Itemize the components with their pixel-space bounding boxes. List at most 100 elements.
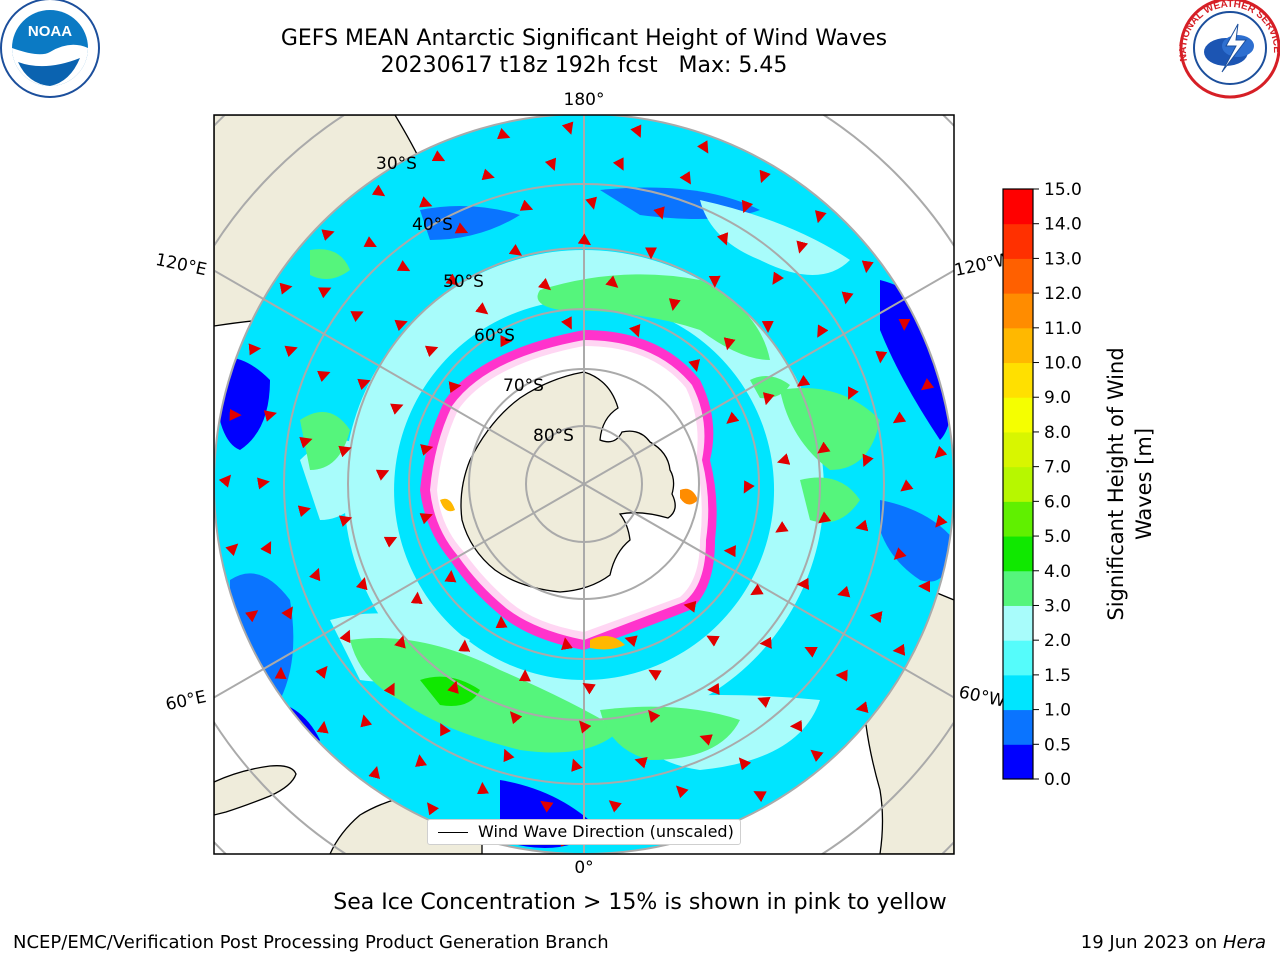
wind-wave-arrow: [855, 519, 869, 532]
wind-wave-arrow: [458, 639, 471, 652]
wind-wave-arrow: [624, 635, 638, 647]
colorbar-tick-label: 3.0: [1044, 596, 1071, 616]
colorbar-tick-label: 6.0: [1044, 492, 1071, 512]
lat-label-30s: 30°S: [376, 154, 417, 174]
wind-wave-arrow: [935, 514, 948, 528]
wind-wave-arrow: [355, 577, 368, 591]
wind-wave-arrow: [892, 643, 906, 656]
lat-label-40s: 40°S: [412, 215, 453, 235]
wind-wave-arrow: [424, 345, 439, 357]
wind-wave-arrow: [723, 337, 736, 351]
wind-wave-arrow: [648, 709, 661, 723]
wind-wave-arrow: [284, 345, 298, 358]
wind-wave-arrow: [759, 636, 772, 649]
wind-wave-arrow: [383, 682, 395, 697]
wind-wave-arrow: [706, 635, 720, 647]
noaa-logo: NOAA: [0, 0, 100, 98]
wind-wave-arrow: [454, 222, 469, 234]
wind-wave-arrow: [814, 210, 827, 224]
noaa-logo-text: NOAA: [28, 23, 72, 40]
colorbar-segment: [1003, 189, 1033, 225]
wind-wave-arrow: [772, 271, 784, 285]
wind-wave-arrow: [561, 121, 574, 135]
colorbar-tick-label: 0.0: [1044, 770, 1071, 790]
colorbar-segment: [1003, 293, 1033, 329]
wind-wave-arrow: [900, 479, 914, 492]
wind-wave-arrow: [481, 168, 495, 181]
colorbar-segment: [1003, 327, 1033, 364]
wind-wave-arrow: [750, 583, 764, 596]
colorbar-label-line1: Significant Height of Wind: [1104, 347, 1128, 620]
wind-wave-arrow: [245, 610, 259, 623]
wind-wave-arrow: [683, 600, 697, 613]
wind-wave-arrow: [394, 635, 406, 649]
wind-wave-arrow: [503, 748, 515, 763]
wind-wave-arrow: [519, 199, 534, 211]
wind-wave-arrow: [316, 720, 329, 734]
wind-wave-arrow: [759, 169, 771, 184]
nws-logo: NATIONAL WEATHER SERVICE: [1178, 0, 1280, 99]
wind-wave-arrow: [817, 511, 832, 524]
lon-label-60w: 60°W: [957, 682, 1007, 711]
wind-wave-arrow: [585, 196, 597, 210]
wind-wave-arrow: [418, 196, 433, 208]
wind-wave-arrow: [776, 453, 791, 465]
wind-wave-arrow: [743, 480, 755, 494]
wind-wave-arrow: [741, 199, 754, 214]
wind-wave-arrow: [699, 734, 713, 746]
wind-wave-arrow: [281, 606, 293, 620]
colorbar-segment: [1003, 466, 1033, 502]
map-frame: [213, 114, 955, 855]
wind-wave-arrow: [835, 669, 848, 682]
legend-line-swatch: [438, 832, 468, 833]
colorbar-tick-label: 14.0: [1044, 215, 1082, 235]
colorbar-tick-label: 0.5: [1044, 735, 1071, 755]
lon-label-120e: 120°E: [154, 250, 209, 280]
wind-wave-arrow: [431, 150, 446, 162]
wind-wave-arrow: [410, 591, 423, 605]
colorbar-segment: [1003, 640, 1033, 676]
wind-wave-arrow: [837, 585, 851, 598]
colorbar-segment: [1003, 258, 1033, 294]
map-legend: Wind Wave Direction (unscaled): [427, 819, 741, 845]
wind-wave-arrow: [862, 453, 874, 468]
wind-wave-arrow: [762, 392, 775, 406]
wind-wave-arrow: [509, 711, 523, 725]
wind-wave-arrow: [571, 758, 583, 772]
wind-wave-arrow: [775, 521, 789, 533]
wind-wave-arrow: [579, 720, 592, 734]
wind-wave-arrow: [629, 324, 641, 338]
wind-wave-arrow: [263, 410, 277, 422]
wind-wave-arrow: [360, 714, 373, 728]
wind-wave-arrow: [668, 298, 681, 311]
wind-wave-arrow: [804, 646, 818, 658]
colorbar-segment: [1003, 431, 1033, 468]
wind-wave-arrow: [420, 444, 434, 456]
wind-wave-arrow: [396, 260, 411, 272]
lon-label-180: 180°: [564, 90, 605, 110]
colorbar-segment: [1003, 674, 1033, 711]
footer-date: 19 Jun 2023 on Hera: [1081, 932, 1266, 953]
footer-producer: NCEP/EMC/Verification Post Processing Pr…: [13, 932, 609, 953]
land-madagascar: [214, 765, 297, 816]
wind-wave-arrow: [317, 370, 331, 383]
wind-wave-arrow: [497, 127, 511, 140]
wind-wave-arrow: [508, 243, 523, 256]
wind-wave-arrow: [445, 273, 459, 286]
wind-wave-arrow: [321, 229, 335, 241]
wind-wave-arrow: [363, 236, 377, 248]
wind-wave-arrow: [419, 513, 433, 525]
lon-label-0: 0°: [574, 858, 593, 878]
wind-wave-arrow: [218, 474, 232, 488]
colorbar-segment: [1003, 501, 1033, 537]
colorbar-tick-label: 11.0: [1044, 319, 1082, 339]
colorbar-segment: [1003, 536, 1033, 572]
wind-wave-arrow: [390, 403, 404, 415]
footer-machine: Hera: [1222, 932, 1266, 953]
colorbar-segment: [1003, 570, 1033, 606]
colorbar-label-line2: Waves [m]: [1132, 428, 1156, 540]
wind-wave-arrow: [339, 629, 351, 644]
wind-wave-arrow: [716, 232, 729, 246]
wind-wave-arrow: [537, 277, 552, 291]
